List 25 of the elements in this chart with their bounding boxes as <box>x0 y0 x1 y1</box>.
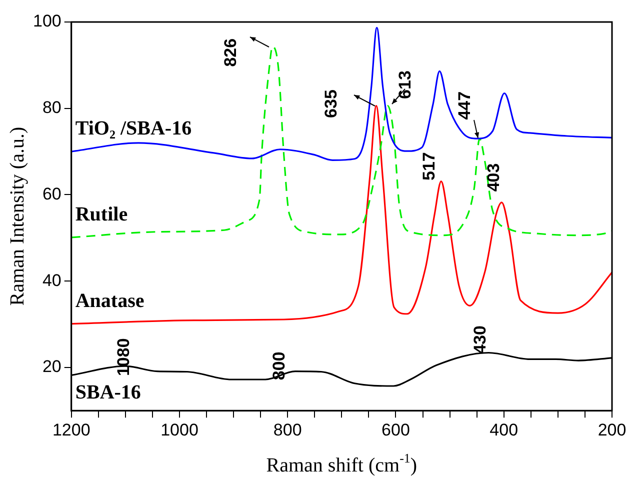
y-tick-label: 60 <box>42 184 62 204</box>
y-tick-label: 40 <box>42 270 62 290</box>
x-tick-label: 1200 <box>52 420 90 440</box>
x-tick-label: 600 <box>382 420 410 440</box>
annotation: 430 <box>470 326 490 354</box>
x-tick-label: 800 <box>273 420 302 440</box>
x-tick-label: 1000 <box>160 420 198 440</box>
series-label: TiO₂ /SBA-16 <box>75 118 192 140</box>
series-label: Rutile <box>75 204 128 226</box>
annotation: 517 <box>419 152 438 181</box>
series-label: Anatase <box>75 290 144 312</box>
y-axis-title: Raman Intensity (a.u.) <box>6 126 28 306</box>
annotation: 635 <box>322 90 341 118</box>
annotation: 826 <box>221 38 240 67</box>
y-tick-label: 80 <box>42 98 62 118</box>
annotation: 1080 <box>114 338 133 376</box>
series-label: SBA-16 <box>75 381 141 404</box>
x-tick-label: 200 <box>598 420 626 440</box>
y-tick-label: 100 <box>32 12 62 31</box>
x-tick-label: 400 <box>490 420 518 440</box>
annotation: 613 <box>395 70 414 99</box>
annotation: 447 <box>455 91 474 120</box>
annotation: 403 <box>484 163 503 192</box>
annotation: 800 <box>269 352 288 380</box>
y-tick-label: 20 <box>42 357 62 376</box>
